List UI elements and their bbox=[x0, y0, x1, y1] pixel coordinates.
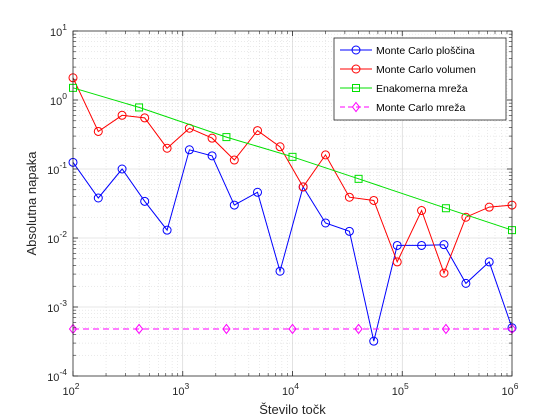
data-point-diamond bbox=[134, 323, 144, 335]
data-point-circle bbox=[93, 126, 103, 136]
data-point-circle bbox=[439, 268, 449, 278]
data-point-circle bbox=[461, 212, 471, 222]
legend-item: Monte Carlo ploščina bbox=[340, 45, 475, 57]
x-tick-label: 106 bbox=[502, 381, 519, 398]
x-tick-label: 103 bbox=[172, 381, 189, 398]
legend-item: Monte Carlo volumen bbox=[340, 64, 476, 76]
legend-label: Enakomerna mreža bbox=[376, 83, 468, 95]
y-tick-label: 10-1 bbox=[47, 160, 67, 177]
data-point-circle bbox=[298, 182, 308, 192]
data-point-circle bbox=[117, 164, 127, 174]
data-point-circle bbox=[253, 126, 263, 136]
data-point-circle bbox=[162, 143, 172, 153]
series-line bbox=[72, 77, 513, 275]
data-point-circle bbox=[207, 133, 217, 143]
data-point-circle bbox=[275, 142, 285, 152]
legend-item: Enakomerna mreža bbox=[340, 83, 468, 95]
data-point-square bbox=[441, 204, 450, 213]
y-tick-labels: 10-4 10-3 10-2 10-1 100 101 bbox=[47, 22, 67, 384]
y-tick-label: 101 bbox=[50, 22, 67, 39]
data-point-circle bbox=[417, 240, 427, 250]
data-point-circle bbox=[275, 266, 285, 276]
legend-label: Monte Carlo ploščina bbox=[376, 45, 475, 57]
data-point-circle bbox=[184, 145, 194, 155]
data-point-circle bbox=[417, 206, 427, 216]
data-point-square bbox=[288, 152, 297, 161]
x-tick-label: 105 bbox=[392, 381, 409, 398]
legend-label: Monte Carlo volumen bbox=[376, 64, 476, 76]
legend-item: Monte Carlo mreža bbox=[340, 101, 465, 114]
data-point-circle bbox=[117, 110, 127, 120]
data-point-circle bbox=[369, 195, 379, 205]
data-point-circle bbox=[140, 113, 150, 123]
data-point-circle bbox=[344, 226, 354, 236]
data-point-square bbox=[135, 103, 144, 112]
data-point-circle bbox=[93, 193, 103, 203]
legend-label: Monte Carlo mreža bbox=[376, 102, 465, 114]
data-point-circle bbox=[484, 257, 494, 267]
data-point-circle bbox=[207, 151, 217, 161]
legend: Monte Carlo ploščina Monte Carlo volumen E… bbox=[333, 37, 507, 121]
data-point-circle bbox=[351, 45, 361, 55]
series-line bbox=[72, 87, 513, 231]
data-point-circle bbox=[369, 336, 379, 346]
legend-box bbox=[333, 37, 507, 121]
data-point-diamond bbox=[351, 101, 361, 113]
data-point-circle bbox=[253, 187, 263, 197]
x-tick-label: 104 bbox=[282, 381, 299, 398]
data-point-diamond bbox=[222, 323, 231, 335]
y-axis-title: Absolutna napaka bbox=[24, 151, 39, 256]
x-axis-title: Število točk bbox=[259, 402, 326, 417]
data-point-diamond bbox=[288, 323, 297, 335]
y-tick-label: 10-3 bbox=[47, 298, 67, 315]
data-point-circle bbox=[392, 257, 402, 267]
series-2 bbox=[69, 83, 516, 235]
series-layer bbox=[68, 73, 517, 346]
y-tick-label: 100 bbox=[50, 91, 67, 108]
data-point-circle bbox=[162, 225, 172, 235]
data-point-circle bbox=[392, 240, 402, 250]
data-point-circle bbox=[344, 192, 354, 202]
y-tick-label: 10-2 bbox=[47, 229, 67, 246]
data-point-circle bbox=[321, 150, 331, 160]
data-point-square bbox=[352, 84, 360, 92]
data-point-circle bbox=[351, 64, 361, 74]
y-tick-label: 10-4 bbox=[47, 367, 67, 384]
data-point-circle bbox=[321, 218, 331, 228]
series-0 bbox=[68, 145, 517, 346]
tick-marks bbox=[72, 30, 513, 377]
data-point-circle bbox=[461, 278, 471, 288]
data-point-circle bbox=[439, 240, 449, 250]
x-tick-label: 102 bbox=[63, 381, 80, 398]
data-point-diamond bbox=[441, 323, 451, 335]
data-point-square bbox=[222, 133, 231, 142]
data-point-circle bbox=[229, 200, 239, 210]
data-point-circle bbox=[484, 202, 494, 212]
data-point-square bbox=[354, 174, 363, 183]
data-point-circle bbox=[229, 155, 239, 165]
data-point-circle bbox=[140, 196, 150, 206]
data-point-diamond bbox=[354, 323, 363, 335]
x-tick-labels: 102 103 104 105 106 bbox=[63, 381, 519, 398]
